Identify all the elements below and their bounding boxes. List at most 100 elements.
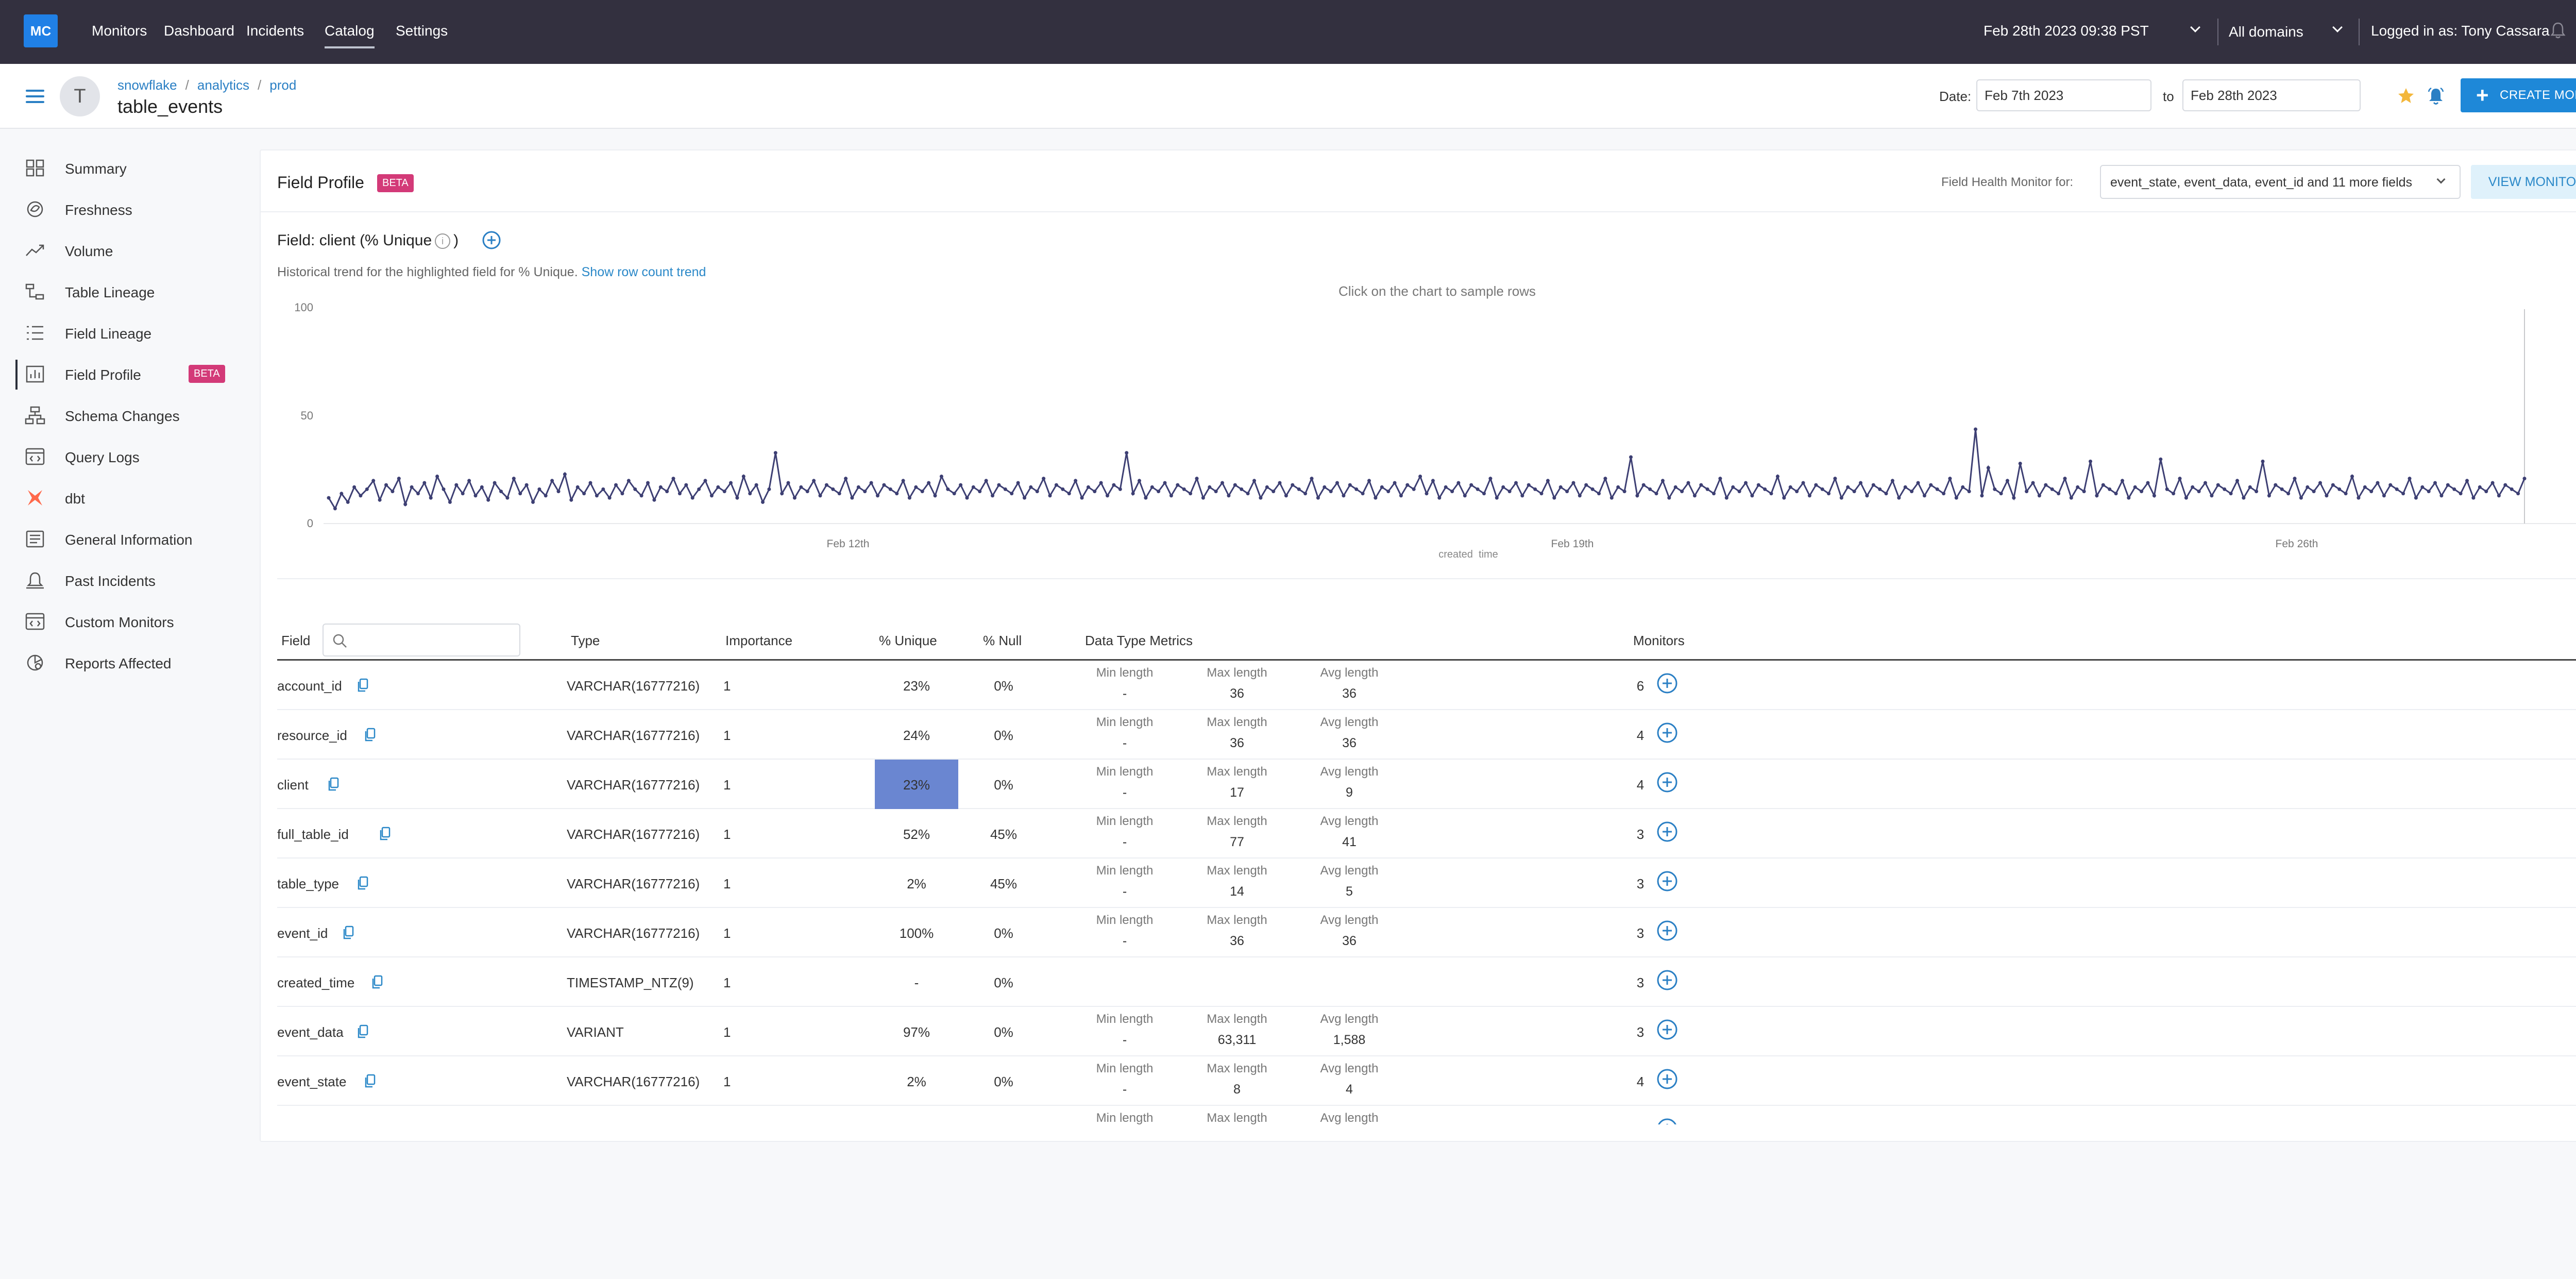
nav-dashboard[interactable]: Dashboard <box>164 23 234 39</box>
unique-trend-chart[interactable]: 100 50 0 Feb 12th Feb 19th Feb 26th crea… <box>277 300 2576 558</box>
table-row[interactable]: client VARCHAR(16777216) 1 23% 0% Min length -… <box>277 760 2576 809</box>
header-field[interactable]: Field <box>281 633 311 648</box>
mc-logo[interactable]: MC <box>24 14 58 47</box>
health-monitor-select[interactable]: event_state, event_data, event_id and 11… <box>2100 165 2461 199</box>
chart-hint: Click on the chart to sample rows <box>1338 283 1536 299</box>
table-row[interactable]: full_table_id VARCHAR(16777216) 1 52% 45% Min… <box>277 809 2576 859</box>
copy-icon[interactable] <box>364 1074 376 1088</box>
sidebar-item-table-lineage[interactable]: Table Lineage <box>0 273 247 309</box>
table-header: T snowflake / analytics / prod table_events … <box>0 64 2576 129</box>
header-unique[interactable]: % Unique <box>879 633 937 648</box>
chevron-down-icon[interactable] <box>2190 22 2200 32</box>
copy-icon[interactable] <box>327 777 340 792</box>
header-null[interactable]: % Null <box>983 633 1022 648</box>
sidebar-item-field-profile[interactable]: Field Profile BETA <box>0 356 247 392</box>
add-monitor-icon[interactable] <box>1656 820 1679 843</box>
alert-bell-icon[interactable] <box>2427 87 2445 106</box>
chevron-down-icon[interactable] <box>2332 22 2343 32</box>
copy-icon[interactable] <box>379 827 391 841</box>
sidebar-item-dbt[interactable]: dbt <box>0 479 247 515</box>
table-row[interactable]: Min length Max length Avg length 4 <box>277 1106 2576 1124</box>
field-type: VARCHAR(16777216) <box>567 827 700 842</box>
nav-settings[interactable]: Settings <box>396 23 448 39</box>
date-to-input[interactable]: Feb 28th 2023 <box>2182 79 2361 111</box>
table-row[interactable]: resource_id VARCHAR(16777216) 1 24% 0% Min le… <box>277 710 2576 760</box>
show-row-count-link[interactable]: Show row count trend <box>581 265 706 279</box>
data-point <box>978 490 982 494</box>
sidebar-item-summary[interactable]: Summary <box>0 149 247 186</box>
add-monitor-icon[interactable] <box>1656 721 1679 744</box>
data-point <box>2408 477 2412 481</box>
add-monitor-icon[interactable] <box>1656 771 1679 794</box>
table-row[interactable]: event_data VARIANT 1 97% 0% Min length - Max le… <box>277 1007 2576 1056</box>
table-row[interactable]: account_id VARCHAR(16777216) 1 23% 0% Min len… <box>277 661 2576 710</box>
copy-icon[interactable] <box>357 678 369 693</box>
highlighted-cell[interactable] <box>875 760 958 809</box>
view-monitor-button[interactable]: VIEW MONITOR <box>2471 165 2576 199</box>
sidebar-item-custom-monitors[interactable]: Custom Monitors <box>0 603 247 639</box>
sidebar-item-schema-changes[interactable]: Schema Changes <box>0 397 247 433</box>
breadcrumb-schema[interactable]: prod <box>269 77 297 93</box>
add-monitor-icon[interactable] <box>1656 969 1679 991</box>
data-point <box>1986 466 1990 470</box>
copy-icon[interactable] <box>357 1024 369 1039</box>
date-label: Date: <box>1939 89 1972 104</box>
datetime-selector[interactable]: Feb 28th 2023 09:38 PST <box>1984 23 2149 39</box>
table-row[interactable]: created_time TIMESTAMP_NTZ(9) 1 - 0% 3 <box>277 957 2576 1007</box>
add-monitor-icon[interactable] <box>1656 1117 1679 1124</box>
table-lineage-icon <box>25 283 44 300</box>
star-icon[interactable] <box>2397 87 2415 105</box>
domains-selector[interactable]: All domains <box>2229 24 2303 40</box>
data-point <box>1354 487 1359 491</box>
header-type[interactable]: Type <box>571 633 600 648</box>
nav-incidents[interactable]: Incidents <box>246 23 304 39</box>
metric-label: Max length <box>1207 765 1267 779</box>
field-importance: 1 <box>723 925 731 941</box>
nav-monitors[interactable]: Monitors <box>92 23 147 39</box>
breadcrumb-database[interactable]: analytics <box>197 77 250 93</box>
sidebar-item-reports-affected[interactable]: Reports Affected <box>0 644 247 680</box>
table-row[interactable]: table_type VARCHAR(16777216) 1 2% 45% Min len… <box>277 859 2576 908</box>
field-null: 0% <box>994 1024 1013 1040</box>
info-icon[interactable]: i <box>435 233 451 249</box>
add-monitor-icon[interactable] <box>1656 1018 1679 1041</box>
add-monitor-icon[interactable] <box>481 230 502 250</box>
copy-icon[interactable] <box>371 975 383 989</box>
create-monitor-button[interactable]: + CREATE MONITOR <box>2461 78 2576 112</box>
data-point <box>1393 481 1397 485</box>
sidebar-item-volume[interactable]: Volume <box>0 232 247 268</box>
notification-bell-icon[interactable] <box>2550 22 2566 39</box>
copy-icon[interactable] <box>342 925 354 940</box>
add-monitor-icon[interactable] <box>1656 672 1679 695</box>
sidebar-item-freshness[interactable]: Freshness <box>0 191 247 227</box>
header-monitors[interactable]: Monitors <box>1633 633 1685 648</box>
general-info-icon <box>26 530 44 548</box>
field-search-input[interactable] <box>323 624 520 657</box>
sidebar-item-query-logs[interactable]: Query Logs <box>0 438 247 474</box>
sidebar-item-general-information[interactable]: General Information <box>0 520 247 557</box>
sidebar-item-past-incidents[interactable]: Past Incidents <box>0 562 247 598</box>
data-point <box>1501 485 1505 489</box>
nav-catalog[interactable]: Catalog <box>325 23 375 48</box>
field-unique: - <box>914 975 919 990</box>
breadcrumb-warehouse[interactable]: snowflake <box>117 77 177 93</box>
add-monitor-icon[interactable] <box>1656 919 1679 942</box>
data-point <box>2401 492 2405 496</box>
add-monitor-icon[interactable] <box>1656 1068 1679 1090</box>
metric-value: - <box>1122 686 1127 701</box>
header-importance[interactable]: Importance <box>725 633 793 648</box>
menu-icon[interactable] <box>26 90 44 103</box>
table-row[interactable]: event_id VARCHAR(16777216) 1 100% 0% Min leng… <box>277 908 2576 957</box>
copy-icon[interactable] <box>357 876 369 890</box>
sidebar-item-field-lineage[interactable]: Field Lineage <box>0 314 247 350</box>
search-icon <box>333 634 347 648</box>
field-name: client <box>277 777 309 793</box>
date-from-input[interactable]: Feb 7th 2023 <box>1976 79 2151 111</box>
field-null: 0% <box>994 678 1013 694</box>
page-title: table_events <box>117 96 223 117</box>
add-monitor-icon[interactable] <box>1656 870 1679 893</box>
data-point <box>1629 455 1633 459</box>
data-point <box>1208 485 1212 489</box>
copy-icon[interactable] <box>364 728 376 742</box>
table-row[interactable]: event_state VARCHAR(16777216) 1 2% 0% Min len… <box>277 1056 2576 1106</box>
